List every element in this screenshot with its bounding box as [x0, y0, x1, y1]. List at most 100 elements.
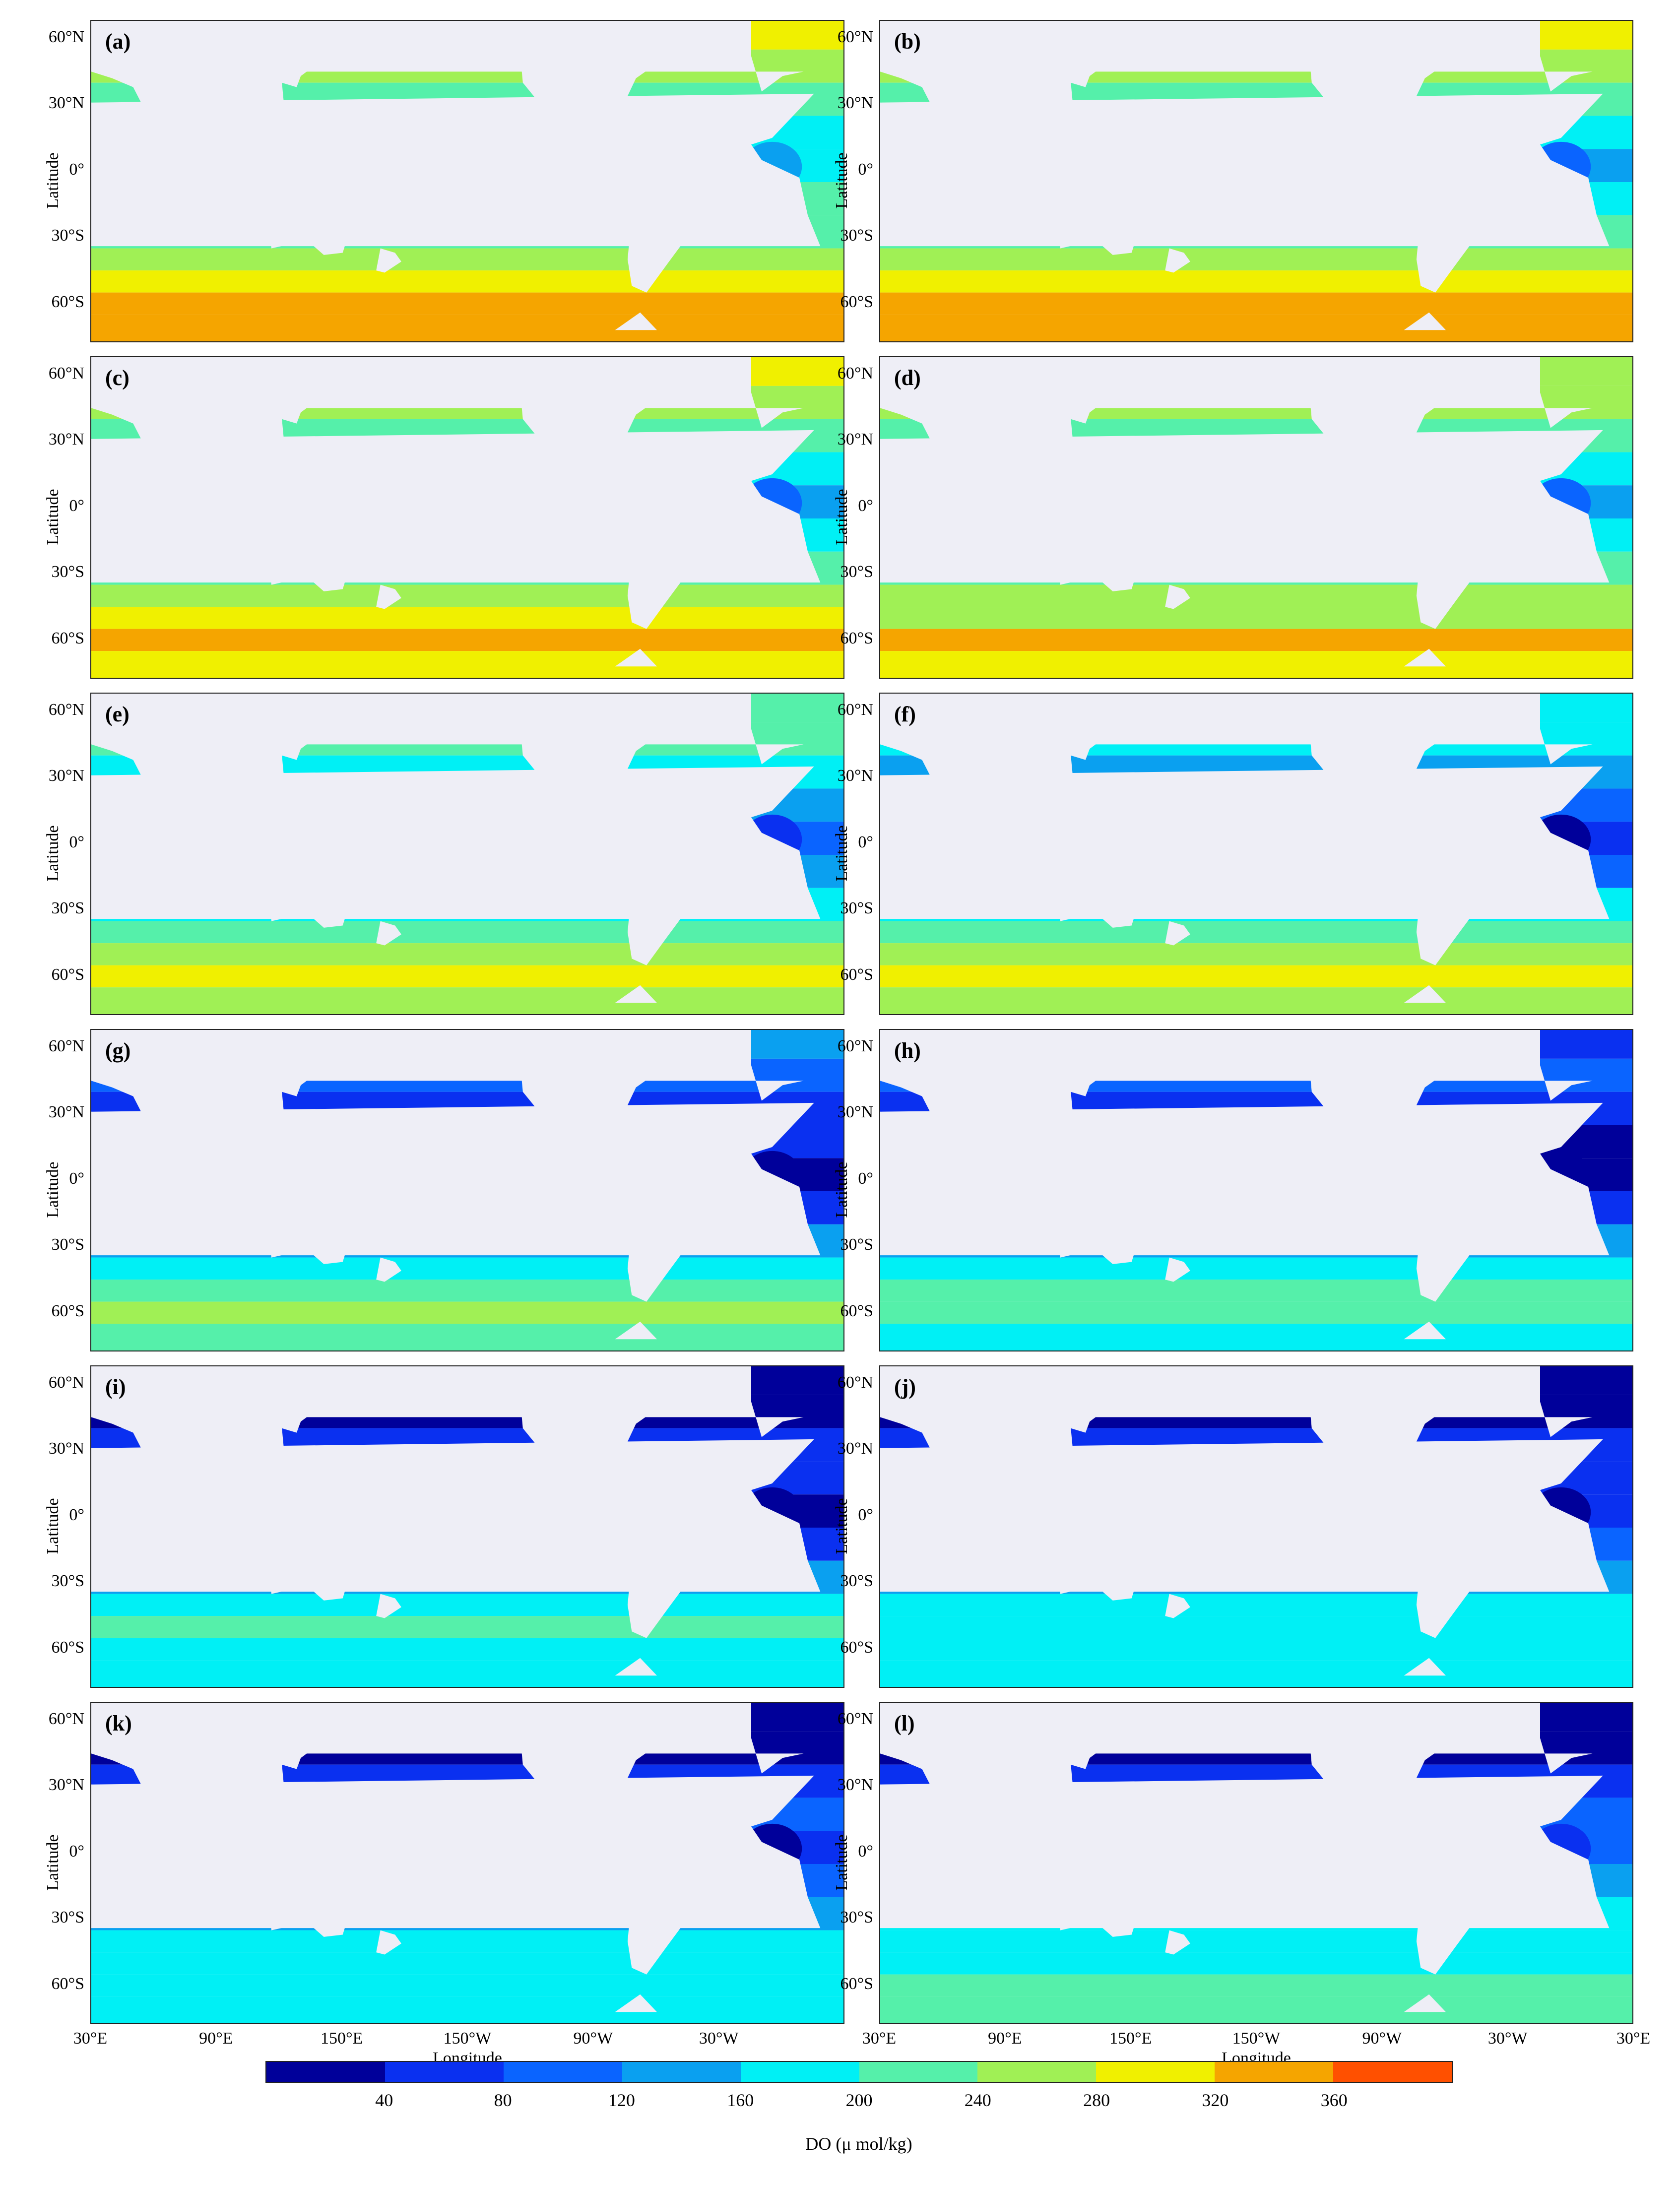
x-tick-label: 150°E	[320, 2029, 363, 2048]
x-tick-label: 30°E	[1616, 2029, 1651, 2048]
map-panel-b: (b)	[879, 20, 1633, 342]
do-band	[91, 943, 843, 965]
colorbar-segment	[1333, 2062, 1452, 2082]
x-tick-label: 90°E	[988, 2029, 1022, 2048]
do-band	[880, 584, 1632, 607]
ocean-field	[880, 1366, 1632, 1687]
do-band	[91, 1257, 843, 1280]
y-tick-label: 30°S	[51, 1908, 84, 1927]
land-mass	[91, 21, 804, 92]
y-axis-label: Latitude	[833, 152, 851, 209]
ocean-field	[91, 694, 843, 1014]
panel-label: (f)	[894, 702, 916, 726]
land-mass	[880, 21, 1593, 92]
y-tick-label: 60°N	[48, 700, 84, 719]
map-panel-h: (h)	[879, 1029, 1633, 1351]
land-mass	[1165, 921, 1190, 946]
land-mass	[376, 1930, 401, 1955]
y-tick-label: 30°N	[48, 1103, 84, 1122]
ocean-field	[880, 694, 1632, 1014]
y-axis-label: Latitude	[833, 1161, 851, 1218]
land-mass	[1165, 1257, 1190, 1282]
y-tick-label: 60°S	[840, 1301, 873, 1320]
panel-label: (c)	[105, 366, 129, 390]
do-band	[91, 1324, 843, 1350]
y-tick-label: 60°S	[51, 1301, 84, 1320]
colorbar-segment	[1215, 2062, 1334, 2082]
y-tick-label: 60°N	[48, 1373, 84, 1392]
land-mass	[376, 1594, 401, 1618]
land-mass	[880, 1102, 1610, 1256]
land-mass	[880, 1439, 1610, 1592]
y-tick-label: 30°N	[837, 1103, 873, 1122]
do-band	[880, 1996, 1632, 2023]
do-band	[91, 1660, 843, 1687]
land-mass	[91, 1703, 804, 1774]
land-mass	[880, 1366, 1593, 1437]
do-band	[91, 651, 843, 678]
y-tick-label: 30°N	[837, 1776, 873, 1795]
colorbar-segment	[740, 2062, 859, 2082]
x-tick-label: 150°W	[443, 2029, 492, 2048]
colorbar-tick: 280	[1083, 2090, 1110, 2110]
do-band	[91, 270, 843, 293]
y-tick-label: 30°S	[840, 1572, 873, 1591]
panel-label: (e)	[105, 702, 129, 726]
land-mass	[880, 430, 1610, 583]
panel-label: (d)	[894, 366, 921, 390]
y-tick-label: 60°S	[51, 1974, 84, 1993]
y-tick-label: 60°S	[51, 292, 84, 311]
y-tick-label: 30°N	[48, 1776, 84, 1795]
colorbar-segment	[977, 2062, 1097, 2082]
y-tick-label: 60°N	[48, 27, 84, 46]
ocean-field	[91, 21, 843, 341]
do-band	[880, 1301, 1632, 1324]
y-axis-label: Latitude	[833, 825, 851, 882]
do-band	[880, 1594, 1632, 1616]
do-band	[880, 1257, 1632, 1280]
land-mass	[1165, 584, 1190, 609]
do-band	[91, 1301, 843, 1324]
y-tick-label: 0°	[69, 1169, 84, 1188]
panel-label: (l)	[894, 1711, 915, 1735]
ocean-field	[880, 357, 1632, 678]
x-tick-label: 90°E	[199, 2029, 233, 2048]
land-mass	[880, 1775, 1610, 1928]
y-tick-label: 60°S	[51, 1638, 84, 1657]
land-mass	[91, 1366, 804, 1437]
do-band	[91, 921, 843, 944]
land-mass	[1165, 248, 1190, 273]
y-axis-label: Latitude	[833, 1498, 851, 1554]
y-tick-label: 30°N	[837, 767, 873, 785]
y-tick-label: 60°N	[837, 364, 873, 383]
panel-label: (h)	[894, 1038, 921, 1063]
y-axis-label: Latitude	[833, 1834, 851, 1891]
y-tick-label: 30°S	[51, 226, 84, 245]
y-axis-label: Latitude	[44, 1161, 62, 1218]
y-tick-label: 60°N	[837, 1036, 873, 1055]
map-panel-f: (f)	[879, 693, 1633, 1015]
do-band	[91, 965, 843, 988]
do-band	[91, 1280, 843, 1302]
colorbar	[265, 2061, 1453, 2083]
colorbar-tick: 240	[964, 2090, 991, 2110]
y-tick-label: 60°N	[837, 1373, 873, 1392]
map-panel-l: (l)	[879, 1702, 1633, 2024]
y-tick-label: 30°N	[837, 430, 873, 449]
land-mass	[880, 1030, 1593, 1101]
y-tick-label: 60°S	[840, 292, 873, 311]
do-band	[91, 1638, 843, 1661]
panel-label: (j)	[894, 1375, 916, 1399]
x-tick-label: 30°E	[73, 2029, 108, 2048]
do-band	[880, 1952, 1632, 1975]
colorbar-tick: 360	[1320, 2090, 1348, 2110]
y-tick-label: 30°S	[840, 226, 873, 245]
y-axis-label: Latitude	[44, 489, 62, 545]
y-tick-label: 60°N	[837, 1709, 873, 1728]
ocean-field	[91, 357, 843, 678]
ocean-field	[880, 21, 1632, 341]
map-panel-g: (g)	[90, 1029, 844, 1351]
y-tick-label: 0°	[69, 1505, 84, 1524]
do-band	[91, 629, 843, 651]
y-tick-label: 30°N	[48, 430, 84, 449]
